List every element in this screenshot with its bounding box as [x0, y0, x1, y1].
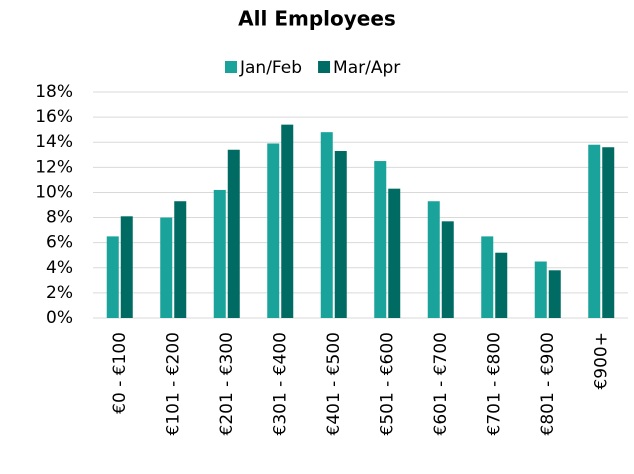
- bar: [548, 270, 561, 318]
- bar: [602, 147, 615, 318]
- bar: [227, 149, 240, 318]
- bar: [106, 236, 119, 318]
- legend-label: Mar/Apr: [333, 58, 400, 78]
- x-tick-label: €301 - €400: [270, 332, 290, 435]
- y-tick-label: 12%: [35, 157, 73, 177]
- bar: [481, 236, 494, 318]
- bar: [267, 143, 280, 318]
- bar: [174, 201, 187, 318]
- x-tick-label: €101 - €200: [163, 332, 183, 435]
- bar: [495, 252, 508, 318]
- bar: [427, 201, 440, 318]
- y-tick-label: 16%: [35, 107, 73, 127]
- x-tick-label: €201 - €300: [217, 332, 237, 435]
- y-tick-label: 0%: [46, 308, 73, 328]
- legend-label: Jan/Feb: [239, 58, 302, 78]
- y-tick-label: 18%: [35, 82, 73, 102]
- bar: [388, 188, 401, 318]
- bar: [534, 261, 547, 318]
- bar: [441, 221, 454, 318]
- bar: [120, 216, 133, 318]
- y-tick-label: 4%: [46, 258, 73, 278]
- x-tick-label: €601 - €700: [431, 332, 451, 435]
- x-tick-label: €501 - €600: [377, 332, 397, 435]
- x-tick-label: €801 - €900: [538, 332, 558, 435]
- bar: [213, 189, 226, 318]
- x-tick-label: €701 - €800: [484, 332, 504, 435]
- bar: [160, 217, 173, 318]
- x-tick-label: €401 - €500: [324, 332, 344, 435]
- bar: [374, 161, 387, 318]
- y-tick-label: 6%: [46, 233, 73, 253]
- x-tick-label: €0 - €100: [110, 332, 130, 414]
- y-tick-label: 2%: [46, 283, 73, 303]
- y-tick-label: 14%: [35, 132, 73, 152]
- chart-title: All Employees: [238, 7, 396, 31]
- bar: [320, 132, 333, 318]
- bar: [588, 144, 601, 318]
- x-tick-label: €900+: [591, 332, 611, 390]
- bar: [281, 124, 294, 319]
- y-tick-label: 10%: [35, 182, 73, 202]
- bar: [334, 151, 347, 318]
- legend-swatch: [225, 61, 237, 73]
- y-tick-label: 8%: [46, 208, 73, 228]
- legend-swatch: [318, 61, 331, 73]
